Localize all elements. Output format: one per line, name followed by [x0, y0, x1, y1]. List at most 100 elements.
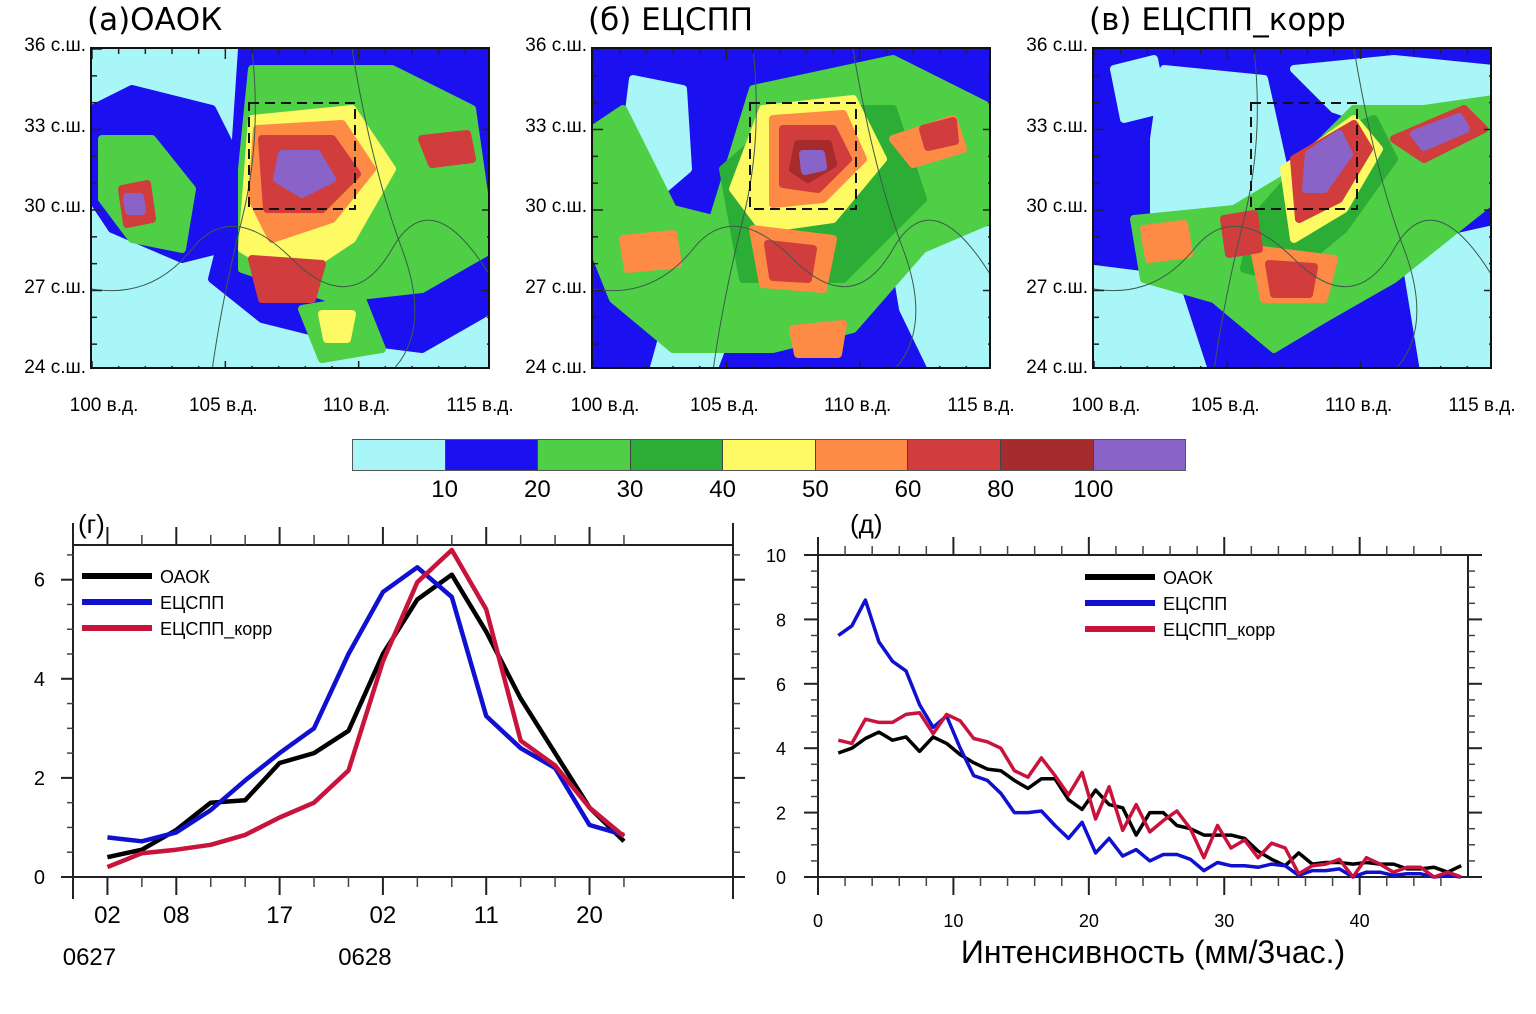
y-tick-label: 4 — [776, 739, 786, 759]
y-tick-label: 10 — [766, 546, 786, 566]
colorbar-label: 20 — [523, 476, 551, 503]
legend-label: ЕЦСПП_корр — [1163, 620, 1275, 641]
map-title-c: (в) ЕЦСПП_корр — [1089, 2, 1346, 38]
precip-region — [123, 193, 146, 215]
precip-region — [619, 230, 682, 273]
colorbar-label: 80 — [987, 476, 1015, 503]
legend-label: ОАОК — [1163, 568, 1213, 588]
map-title-a: (а)ОАОК — [87, 2, 223, 38]
precip-field — [593, 49, 989, 367]
y-tick-label: 4 — [34, 669, 45, 691]
precip-region — [273, 150, 336, 198]
colorbar-swatch — [908, 440, 1001, 470]
precip-region — [1140, 220, 1193, 263]
colorbar-swatch — [538, 440, 631, 470]
x-tick-label: 02 — [94, 902, 121, 929]
series-line-2 — [837, 711, 1462, 879]
colorbar-swatch — [815, 440, 909, 470]
precip-region — [1302, 130, 1353, 193]
province-border — [212, 49, 256, 367]
x-tick-label: 10 — [943, 911, 963, 931]
province-border — [1214, 49, 1258, 367]
x-tick-label: 40 — [1350, 911, 1370, 931]
lat-label: 36 с.ш. — [1026, 35, 1088, 56]
precip-region — [1410, 113, 1470, 151]
colorbar-label: 10 — [431, 476, 459, 503]
colorbar-swatch — [723, 440, 816, 470]
study-area-box — [749, 102, 857, 210]
lon-label: 100 в.д. — [570, 395, 640, 416]
y-tick-label: 6 — [776, 675, 786, 695]
lat-label: 24 с.ш. — [525, 357, 587, 378]
y-tick-label: 2 — [34, 768, 45, 790]
province-border — [593, 219, 989, 292]
precip-map-a — [90, 47, 490, 369]
x-tick-label: 11 — [474, 902, 499, 929]
lon-label: 100 в.д. — [1071, 395, 1141, 416]
x-tick-label: 30 — [1214, 911, 1234, 931]
lat-label: 24 с.ш. — [1026, 357, 1088, 378]
province-border — [351, 49, 416, 367]
precip-region — [789, 320, 847, 358]
lat-label: 33 с.ш. — [1026, 115, 1088, 137]
legend-label: ЕЦСПП — [160, 593, 224, 613]
y-tick-label: 2 — [776, 804, 786, 824]
x-tick-label: 02 — [370, 902, 397, 929]
date-label: 0628 — [338, 944, 391, 971]
legend-label: ОАОК — [160, 567, 210, 587]
y-tick-label: 8 — [776, 610, 786, 630]
lat-label: 27 с.ш. — [525, 276, 587, 298]
colorbar-label: 30 — [616, 476, 644, 503]
x-tick-label: 0 — [813, 911, 823, 931]
precip-region — [799, 150, 827, 175]
lat-label: 27 с.ш. — [24, 276, 86, 298]
intensity-distribution-chart: (д) ОАОК ЕЦСПП ЕЦСПП_корр 0 2 4 6 8 10 0 10 20 30 40Ин… — [766, 509, 1482, 970]
chart-title: (г) — [78, 509, 105, 539]
series-line-0 — [837, 730, 1462, 874]
map-title-b: (б) ЕЦСПП — [588, 2, 754, 38]
lat-label: 30 с.ш. — [24, 196, 86, 217]
x-tick-label: 08 — [163, 902, 190, 929]
lon-label: 110 в.д. — [323, 395, 391, 416]
plot-frame — [72, 544, 734, 878]
series-line-1 — [107, 565, 625, 844]
lon-label: 105 в.д. — [188, 395, 258, 416]
legend-label: ЕЦСПП — [1163, 594, 1227, 614]
y-tick-label: 0 — [776, 868, 786, 888]
lon-label: 115 в.д. — [446, 395, 514, 416]
x-tick-label: 17 — [266, 902, 293, 929]
precip-field — [1094, 49, 1490, 367]
precip-region — [1265, 260, 1318, 298]
colorbar-swatch — [353, 440, 446, 470]
lat-label: 36 с.ш. — [24, 35, 86, 56]
map-ticks — [92, 49, 488, 367]
precip-field — [92, 49, 488, 367]
x-axis-label: Интенсивность (мм/3час.) — [961, 934, 1345, 970]
lon-label: 105 в.д. — [689, 395, 759, 416]
study-area-box — [248, 102, 356, 210]
province-border — [1353, 49, 1418, 367]
chart-title: (д) — [850, 509, 883, 539]
precip-region — [764, 240, 817, 283]
precip-region — [1400, 225, 1490, 367]
colorbar-swatch — [1000, 440, 1094, 470]
lat-label: 33 с.ш. — [24, 115, 86, 137]
precip-region — [889, 225, 989, 367]
precip-map-b — [591, 47, 991, 369]
date-label: 0627 — [63, 944, 116, 971]
map-ticks — [593, 49, 989, 367]
legend-label: ЕЦСПП_корр — [160, 619, 272, 640]
colorbar-label: 100 — [1073, 476, 1114, 503]
province-border — [92, 219, 488, 292]
lat-label: 30 с.ш. — [1026, 196, 1088, 217]
precip-region — [1220, 210, 1263, 258]
lon-label: 100 в.д. — [69, 395, 139, 416]
y-tick-label: 6 — [34, 570, 45, 592]
x-tick-label: 20 — [1079, 911, 1099, 931]
colorbar-swatch — [1093, 440, 1186, 470]
precip-map-c — [1092, 47, 1492, 369]
colorbar-label: 50 — [801, 476, 829, 503]
lon-label: 115 в.д. — [1448, 395, 1516, 416]
series-line-0 — [106, 572, 626, 860]
precip-region — [318, 310, 356, 343]
